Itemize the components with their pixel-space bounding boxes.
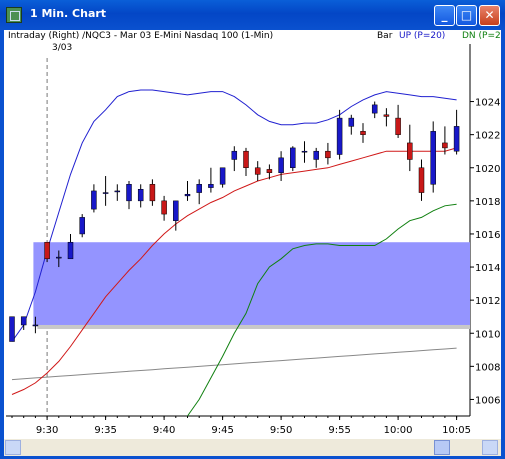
upper-band-line xyxy=(11,89,457,342)
x-tick-label: 9:55 xyxy=(328,425,350,436)
maximize-button[interactable]: □ xyxy=(456,5,477,26)
candle-body xyxy=(32,324,39,327)
candle-body xyxy=(219,167,226,185)
x-tick-label: 10:00 xyxy=(384,425,413,436)
y-tick-label: 1008 xyxy=(475,362,500,373)
candle-body xyxy=(149,184,156,202)
y-tick-label: 1018 xyxy=(475,197,500,208)
candle-body xyxy=(418,167,425,193)
candle-body xyxy=(243,150,249,168)
close-button[interactable]: ✕ xyxy=(479,5,500,26)
y-tick-label: 1010 xyxy=(475,329,500,340)
y-tick-label: 1016 xyxy=(475,230,500,241)
x-tick-label: 9:50 xyxy=(270,425,292,436)
candle-body xyxy=(231,150,238,160)
candle-body xyxy=(371,104,378,114)
bar-label: Bar xyxy=(377,31,393,41)
candle-body xyxy=(313,150,319,160)
candle-body xyxy=(79,217,85,235)
candle-body xyxy=(383,114,390,117)
dn-legend: DN (P=2 xyxy=(462,31,501,41)
middle-band-line xyxy=(11,147,457,395)
y-tick-label: 1014 xyxy=(475,263,500,274)
slow-average-line xyxy=(11,347,457,381)
shaded-zone xyxy=(33,242,471,325)
candle-body xyxy=(20,316,27,326)
scroll-left-icon[interactable] xyxy=(5,440,21,455)
candle-body xyxy=(161,200,167,215)
up-legend: UP (P=20) xyxy=(399,31,446,41)
x-tick-label: 9:30 xyxy=(36,425,58,436)
session-date: 3/03 xyxy=(52,43,73,53)
window-title: 1 Min. Chart xyxy=(30,7,107,20)
lower-band-line xyxy=(187,203,457,417)
horizontal-scrollbar[interactable] xyxy=(4,438,501,456)
x-tick-label: 10:05 xyxy=(442,425,471,436)
candle-body xyxy=(348,117,355,127)
candle-body xyxy=(56,256,62,259)
candle-body xyxy=(173,200,179,221)
candle-body xyxy=(184,193,191,197)
x-tick-label: 9:45 xyxy=(211,425,233,436)
y-tick-label: 1020 xyxy=(475,164,500,175)
candle-body xyxy=(407,142,413,160)
candle-body xyxy=(336,117,343,155)
x-tick-label: 9:35 xyxy=(94,425,116,436)
candle-body xyxy=(325,150,331,159)
title-bar[interactable]: 1 Min. Chart _ □ ✕ xyxy=(0,0,505,30)
candle-body xyxy=(102,192,109,194)
y-tick-label: 1024 xyxy=(475,98,500,109)
y-tick-label: 1012 xyxy=(475,296,500,307)
candle-body xyxy=(67,241,74,260)
minimize-button[interactable]: _ xyxy=(434,5,455,26)
candle-body xyxy=(442,142,448,149)
app-icon xyxy=(6,7,22,23)
candle-body xyxy=(208,184,214,188)
candle-body xyxy=(301,150,308,153)
y-tick-label: 1022 xyxy=(475,131,500,142)
candle-body xyxy=(453,126,460,152)
candle-body xyxy=(395,117,401,135)
candle-body xyxy=(254,167,261,175)
candle-body xyxy=(290,147,296,168)
scroll-thumb[interactable] xyxy=(434,440,450,455)
candle-body xyxy=(114,190,121,193)
y-tick-label: 1006 xyxy=(475,395,500,406)
candle-body xyxy=(9,316,15,342)
candle-body xyxy=(137,189,144,202)
scroll-right-icon[interactable] xyxy=(482,440,498,455)
candle-body xyxy=(266,169,273,173)
candle-body xyxy=(91,190,97,210)
candle-body xyxy=(360,131,366,135)
candle-body xyxy=(196,184,202,193)
x-tick-label: 9:40 xyxy=(153,425,175,436)
chart-info: Intraday (Right) /NQC3 - Mar 03 E-Mini N… xyxy=(8,31,274,41)
candle-body xyxy=(278,157,284,173)
candle-body xyxy=(430,131,436,185)
candle-body xyxy=(44,241,50,260)
candle-body xyxy=(126,184,132,202)
